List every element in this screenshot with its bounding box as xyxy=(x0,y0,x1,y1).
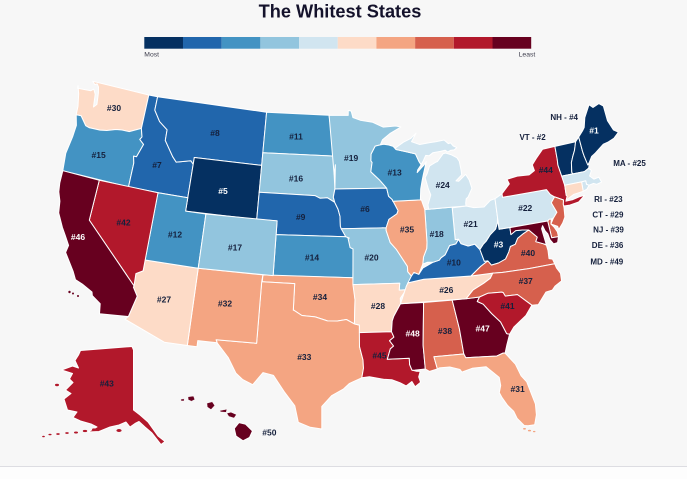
svg-text:#32: #32 xyxy=(218,299,232,309)
svg-text:NH - #4: NH - #4 xyxy=(550,113,578,122)
svg-text:#50: #50 xyxy=(262,428,276,438)
svg-text:#44: #44 xyxy=(539,165,553,175)
svg-text:#48: #48 xyxy=(406,329,420,339)
svg-text:#37: #37 xyxy=(519,276,533,286)
svg-text:#30: #30 xyxy=(107,103,121,113)
svg-text:#12: #12 xyxy=(168,230,182,240)
svg-text:#38: #38 xyxy=(438,326,452,336)
svg-text:#34: #34 xyxy=(313,292,327,302)
svg-text:#43: #43 xyxy=(100,378,114,388)
svg-text:Most: Most xyxy=(144,52,159,59)
svg-text:#46: #46 xyxy=(71,232,85,242)
svg-text:#6: #6 xyxy=(360,204,370,214)
svg-text:#16: #16 xyxy=(289,174,303,184)
svg-text:#40: #40 xyxy=(521,248,535,258)
svg-text:#24: #24 xyxy=(436,180,450,190)
svg-text:#26: #26 xyxy=(439,285,453,295)
svg-text:#31: #31 xyxy=(511,384,525,394)
svg-text:#47: #47 xyxy=(476,324,490,334)
svg-text:#11: #11 xyxy=(289,132,303,142)
svg-text:#3: #3 xyxy=(494,240,504,250)
svg-text:MD - #49: MD - #49 xyxy=(590,257,623,266)
svg-text:#20: #20 xyxy=(364,253,378,263)
svg-text:#45: #45 xyxy=(372,351,386,361)
svg-text:The Whitest States: The Whitest States xyxy=(259,2,422,22)
svg-text:Least: Least xyxy=(519,52,536,59)
svg-text:#41: #41 xyxy=(500,301,514,311)
svg-text:#17: #17 xyxy=(228,243,242,253)
svg-text:MA - #25: MA - #25 xyxy=(613,159,646,168)
svg-text:#19: #19 xyxy=(344,153,358,163)
svg-text:#18: #18 xyxy=(430,229,444,239)
svg-text:#27: #27 xyxy=(157,295,171,305)
svg-text:NJ - #39: NJ - #39 xyxy=(593,226,624,235)
svg-text:#13: #13 xyxy=(388,167,402,177)
svg-text:#8: #8 xyxy=(210,128,220,138)
svg-text:#28: #28 xyxy=(371,301,385,311)
svg-text:CT - #29: CT - #29 xyxy=(592,210,624,219)
svg-text:#1: #1 xyxy=(589,125,599,135)
svg-text:#22: #22 xyxy=(518,203,532,213)
svg-text:DE - #36: DE - #36 xyxy=(592,241,624,250)
svg-text:#35: #35 xyxy=(400,225,414,235)
svg-text:#33: #33 xyxy=(297,352,311,362)
svg-text:#10: #10 xyxy=(447,258,461,268)
svg-text:#5: #5 xyxy=(218,186,228,196)
svg-text:#14: #14 xyxy=(305,253,319,263)
svg-text:VT - #2: VT - #2 xyxy=(519,133,546,142)
svg-text:#9: #9 xyxy=(296,212,306,222)
svg-text:#21: #21 xyxy=(464,219,478,229)
svg-text:RI - #23: RI - #23 xyxy=(594,195,623,204)
svg-text:#42: #42 xyxy=(116,218,130,228)
svg-text:#15: #15 xyxy=(92,150,106,160)
svg-text:#7: #7 xyxy=(152,160,162,170)
